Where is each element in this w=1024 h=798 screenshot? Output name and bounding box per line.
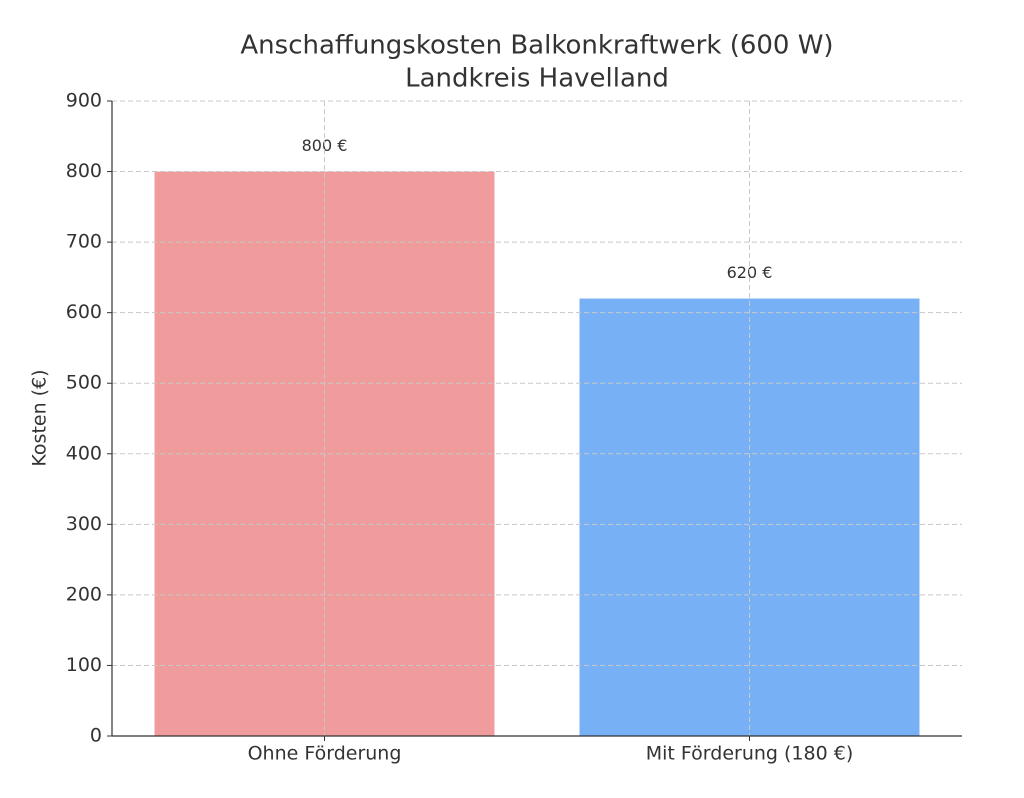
y-tick-label: 400 bbox=[66, 442, 102, 464]
x-tick-label: Mit Förderung (180 €) bbox=[646, 743, 853, 765]
y-tick-label: 200 bbox=[66, 583, 102, 605]
chart-title: Landkreis Havelland bbox=[405, 64, 669, 94]
chart-title: Anschaffungskosten Balkonkraftwerk (600 … bbox=[240, 31, 833, 61]
y-tick-label: 800 bbox=[66, 160, 102, 182]
y-axis-label: Kosten (€) bbox=[29, 369, 51, 466]
y-tick-label: 900 bbox=[66, 90, 102, 112]
y-tick-label: 300 bbox=[66, 513, 102, 535]
y-tick-label: 700 bbox=[66, 231, 102, 253]
x-tick-label: Ohne Förderung bbox=[248, 743, 402, 765]
y-tick-label: 0 bbox=[90, 725, 102, 747]
y-tick-label: 500 bbox=[66, 372, 102, 394]
y-tick-label: 100 bbox=[66, 654, 102, 676]
y-tick-label: 600 bbox=[66, 301, 102, 323]
